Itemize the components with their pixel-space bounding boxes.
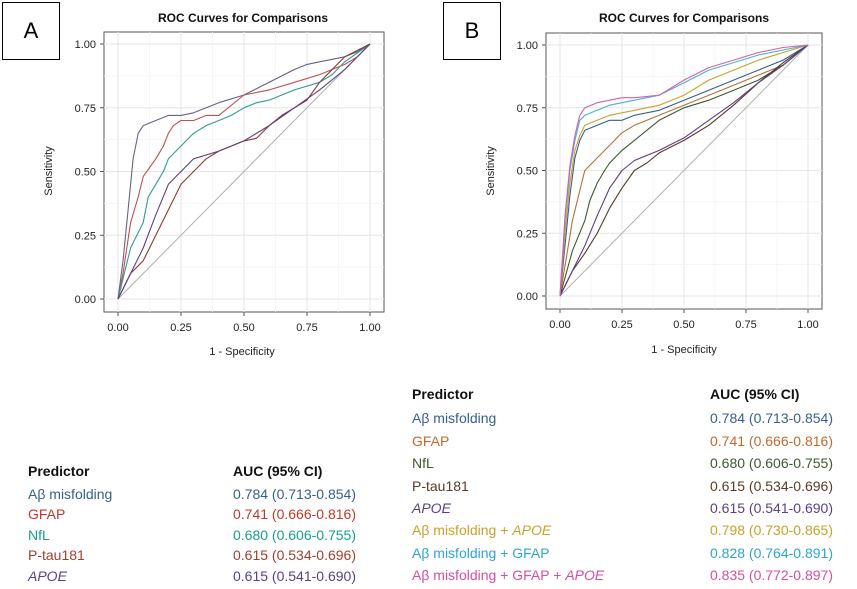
auc-value: 0.741 (0.666-0.816) (710, 432, 833, 449)
predictor-name: Aβ misfolding + APOE (412, 522, 551, 538)
roc-curve-5 (559, 44, 809, 297)
predictor-name: Aβ misfolding (28, 486, 112, 502)
y-tick-label: 0.75 (517, 103, 538, 115)
roc-curve-7 (559, 44, 809, 297)
auc-value: 0.615 (0.541-0.690) (710, 500, 833, 516)
x-tick-label: 0.50 (673, 319, 694, 331)
predictor-name-italic: APOE (565, 567, 605, 584)
predictor-name: P-tau181 (28, 547, 85, 563)
roc-curve-1 (559, 44, 809, 297)
predictor-name-text: APOE (28, 567, 67, 584)
roc-curve-2 (117, 43, 371, 300)
auc-value: 0.784 (0.713-0.854) (233, 485, 356, 502)
chart-title: ROC Curves for Comparisons (158, 11, 328, 25)
predictor-name: APOE (412, 500, 451, 516)
x-tick-label: 0.25 (611, 319, 632, 331)
predictor-name-text: Aβ misfolding (412, 410, 497, 427)
y-tick-label: 1.00 (75, 39, 96, 51)
predictor-name: NfL (412, 455, 434, 471)
predictor-name: GFAP (412, 433, 449, 449)
auc-value: 0.680 (0.606-0.755) (710, 455, 833, 472)
reference-diagonal (559, 44, 809, 297)
y-tick-label: 0.00 (517, 291, 538, 303)
y-axis-label: Sensitivity (485, 146, 497, 196)
predictor-name-text: GFAP (28, 506, 66, 522)
predictor-name: Aβ misfolding + GFAP (412, 545, 550, 561)
auc-value: 0.615 (0.534-0.696) (233, 547, 356, 563)
predictor-name-text: Aβ misfolding + GFAP (412, 544, 550, 561)
predictor-name-text: Aβ misfolding (28, 485, 113, 502)
predictor-name-text: Aβ misfolding + GFAP + (412, 567, 566, 584)
chart-title: ROC Curves for Comparisons (599, 11, 769, 25)
roc-curve-4 (117, 43, 371, 300)
auc-value: 0.784 (0.713-0.854) (710, 410, 833, 427)
predictor-name: NfL (28, 527, 50, 543)
predictor-name-text: APOE (412, 500, 451, 516)
roc-panel-a: 0.00 0.25 0.50 0.75 1.00 0.00 0.25 0.50 0.75 1.00… (43, 11, 385, 358)
auc-value: 0.835 (0.772-0.897) (710, 567, 833, 584)
roc-curve-2 (559, 44, 809, 297)
predictor-name: APOE (28, 568, 67, 584)
predictor-name-text: GFAP (412, 432, 450, 449)
roc-curve-1 (117, 43, 371, 300)
auc-value: 0.828 (0.764-0.891) (710, 544, 833, 561)
reference-diagonal (117, 43, 371, 300)
x-axis-label: 1 - Specificity (209, 346, 275, 358)
auc-value: 0.615 (0.534-0.696) (710, 477, 833, 494)
panel-label-b: B (443, 2, 501, 60)
predictor-name: P-tau181 (412, 478, 469, 494)
auc-value: 0.615 (0.541-0.690) (233, 567, 356, 584)
y-axis-label: Sensitivity (43, 146, 55, 196)
predictor-name-text: NfL (412, 455, 434, 472)
roc-curve-4 (559, 44, 809, 297)
roc-curve-6 (559, 44, 809, 297)
x-tick-label: 0.75 (735, 319, 756, 331)
predictor-name: Aβ misfolding (412, 410, 496, 426)
predictor-name-text: NfL (28, 526, 50, 543)
table-header-auc: AUC (95% CI) (710, 386, 800, 402)
table-header-predictor: Predictor (412, 386, 474, 402)
auc-value: 0.798 (0.730-0.865) (710, 522, 833, 539)
predictor-name: GFAP (28, 506, 65, 522)
panel-label-a: A (2, 2, 60, 60)
x-tick-label: 0.25 (170, 322, 191, 334)
y-tick-label: 0.00 (75, 294, 96, 306)
y-tick-label: 0.50 (75, 167, 96, 179)
roc-curve-0 (117, 43, 371, 300)
x-tick-label: 1.00 (359, 322, 380, 334)
roc-curve-3 (559, 44, 809, 297)
table-header-auc: AUC (95% CI) (233, 463, 323, 479)
roc-charts: 0.00 0.25 0.50 0.75 1.00 0.00 0.25 0.50 0.75 1.00… (43, 11, 823, 358)
x-tick-label: 0.50 (233, 322, 254, 334)
x-tick-label: 0.75 (296, 322, 317, 334)
predictor-name: Aβ misfolding + GFAP + APOE (412, 567, 604, 583)
predictor-name-text: Aβ misfolding + (412, 522, 513, 539)
x-tick-label: 0.00 (549, 319, 570, 331)
table-header-predictor: Predictor (28, 463, 90, 479)
predictor-name-text: P-tau181 (412, 477, 469, 494)
x-tick-label: 1.00 (797, 319, 818, 331)
auc-value: 0.741 (0.666-0.816) (233, 506, 356, 522)
predictor-name-text: P-tau181 (28, 547, 85, 563)
y-tick-label: 1.00 (517, 40, 538, 52)
y-tick-label: 0.25 (75, 230, 96, 242)
predictor-name-italic: APOE (512, 522, 552, 539)
auc-value: 0.680 (0.606-0.755) (233, 526, 356, 543)
x-tick-label: 0.00 (107, 322, 128, 334)
y-tick-label: 0.50 (517, 166, 538, 178)
roc-panel-b: 0.00 0.25 0.50 0.75 1.00 0.00 0.25 0.50 0.75 1.00… (485, 11, 823, 356)
roc-curve-0 (559, 44, 809, 297)
x-axis-label: 1 - Specificity (651, 344, 717, 356)
y-tick-label: 0.25 (517, 228, 538, 240)
y-tick-label: 0.75 (75, 103, 96, 115)
